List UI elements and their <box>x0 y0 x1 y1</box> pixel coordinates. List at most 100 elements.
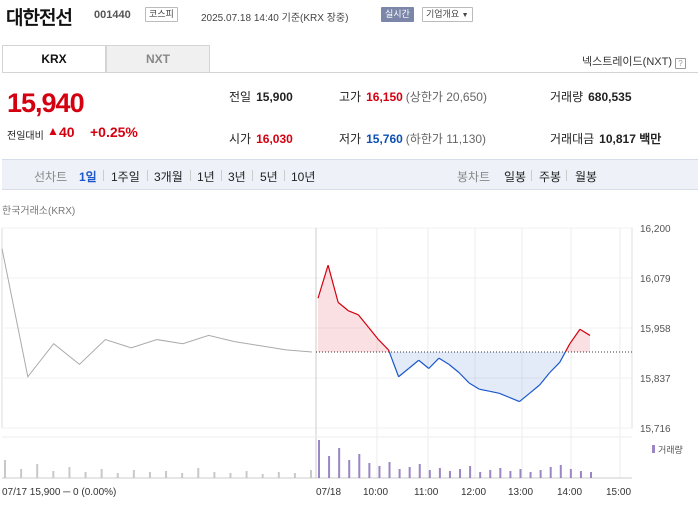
current-price: 15,940 <box>7 88 85 118</box>
period-1y[interactable]: 1년 <box>197 170 215 184</box>
x-tick-label: 15:00 <box>606 487 631 498</box>
price-segment <box>347 310 359 316</box>
realtime-badge: 실시간 <box>381 7 414 22</box>
price-segment <box>448 363 460 374</box>
x-tick-label: 13:00 <box>508 487 533 498</box>
tab-krx[interactable]: KRX <box>2 45 106 73</box>
volume-bar <box>529 472 532 478</box>
price-segment <box>357 314 369 328</box>
area-fill <box>328 265 339 352</box>
volume-bar <box>569 469 572 478</box>
area-fill <box>469 351 480 390</box>
area-fill <box>438 351 449 365</box>
price-segment <box>579 328 591 336</box>
period-10y[interactable]: 10년 <box>291 170 316 184</box>
volume-bar <box>378 466 381 478</box>
area-fill <box>499 351 510 398</box>
area-fill <box>448 351 460 373</box>
volume-bar <box>418 464 421 478</box>
volume-bar <box>590 472 592 478</box>
price-segment <box>468 382 480 390</box>
x-tick-label: 14:00 <box>557 487 582 498</box>
quote-datetime: 2025.07.18 14:40 기준(KRX 장중) <box>201 13 349 24</box>
area-fill <box>418 351 429 369</box>
volume-bar <box>368 463 371 478</box>
price-segment <box>564 343 571 353</box>
stock-name: 대한전선 <box>6 8 73 29</box>
y-tick-label: 15,958 <box>640 324 671 335</box>
area-fill <box>519 351 530 402</box>
volume-bar <box>84 472 87 478</box>
period-daily[interactable]: 일봉 <box>504 170 527 184</box>
price-segment <box>388 351 400 377</box>
volume-bar <box>310 470 312 478</box>
price-segment <box>539 372 551 386</box>
period-1d[interactable]: 1일 <box>79 170 97 184</box>
price-segment <box>529 384 541 394</box>
stock-header: 대한전선 001440 코스피 2025.07.18 14:40 기준(KRX … <box>0 0 700 30</box>
change-percent: +0.25% <box>90 124 138 140</box>
volume-bar <box>489 470 492 478</box>
period-3m[interactable]: 3개월 <box>154 170 183 184</box>
volume-bar <box>559 465 562 478</box>
nextrade-link[interactable]: 넥스트레이드(NXT)? <box>582 53 686 69</box>
volume-bar <box>469 466 472 478</box>
area-fill <box>579 329 590 352</box>
chart-source: 한국거래소(KRX) <box>2 206 76 217</box>
price-segment <box>408 359 420 369</box>
volume-bar <box>261 474 264 478</box>
up-arrow-icon: ▲ <box>47 124 59 138</box>
area-fill <box>509 351 520 402</box>
period-monthly[interactable]: 월봉 <box>575 170 598 184</box>
price-segment <box>479 388 490 392</box>
volume-bar <box>348 460 351 478</box>
period-3y[interactable]: 3년 <box>228 170 246 184</box>
tab-nxt[interactable]: NXT <box>106 45 210 73</box>
y-tick-label: 16,200 <box>640 224 671 235</box>
market-tabs: KRX NXT <box>2 45 210 73</box>
price-segment <box>499 392 510 398</box>
prev-day-line <box>1 248 313 378</box>
price-segment <box>458 372 470 384</box>
volume-bar <box>448 471 451 478</box>
volume-bar <box>68 467 71 478</box>
volume-bar <box>277 472 280 478</box>
company-overview-button[interactable]: 기업개요 ▼ <box>422 7 473 22</box>
price-segment <box>489 390 500 394</box>
area-fill <box>529 351 540 394</box>
area-fill <box>368 327 379 352</box>
area-fill <box>569 329 580 352</box>
price-segment <box>327 265 339 303</box>
volume-legend: 거래량 <box>658 444 683 455</box>
price-segment <box>367 326 379 340</box>
area-fill <box>489 351 500 394</box>
help-icon[interactable]: ? <box>675 58 686 69</box>
volume-bar <box>358 454 361 478</box>
volume-bar <box>338 448 341 478</box>
y-tick-label: 16,079 <box>640 274 671 285</box>
volume-bar <box>132 470 135 478</box>
volume-bar <box>328 456 331 478</box>
area-fill <box>318 265 329 352</box>
volume-bar <box>519 469 522 478</box>
volume-bar <box>428 470 431 478</box>
stat-open: 시가 16,030 <box>229 132 293 146</box>
stat-prev-close: 전일 15,900 <box>229 90 293 104</box>
stat-high: 고가 16,150 (상한가 20,650) <box>339 90 487 104</box>
volume-bar <box>213 472 216 478</box>
price-segment <box>509 396 520 403</box>
price-segment <box>428 357 440 369</box>
volume-bar <box>197 468 200 478</box>
volume-bar <box>398 469 401 478</box>
volume-bar <box>148 472 151 478</box>
period-1w[interactable]: 1주일 <box>111 170 140 184</box>
change-value: 40 <box>59 124 75 140</box>
volume-bar <box>181 473 184 478</box>
x-tick-label: 11:00 <box>414 487 439 498</box>
period-5y[interactable]: 5년 <box>260 170 278 184</box>
period-weekly[interactable]: 주봉 <box>539 170 562 184</box>
volume-bar <box>459 469 462 478</box>
area-fill <box>348 310 359 352</box>
prev-day-caption: 07/17 15,900 ─ 0 (0.00%) <box>2 487 116 498</box>
